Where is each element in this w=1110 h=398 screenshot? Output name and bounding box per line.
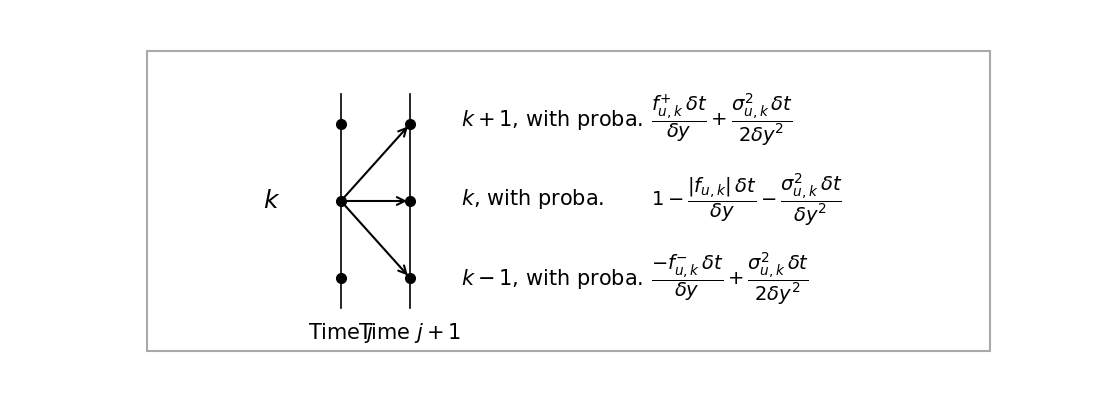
Text: $k-1$, with proba.: $k-1$, with proba. [462, 267, 644, 291]
Text: $1-\dfrac{|f_{u,k}|\,\delta t}{\delta y}-\dfrac{\sigma_{u,k}^{2}\,\delta t}{\del: $1-\dfrac{|f_{u,k}|\,\delta t}{\delta y}… [650, 171, 842, 228]
Text: Time $j+1$: Time $j+1$ [359, 321, 462, 345]
Text: $k$, with proba.: $k$, with proba. [462, 187, 605, 211]
Text: $\dfrac{f_{u,k}^{+}\,\delta t}{\delta y}+\dfrac{\sigma_{u,k}^{2}\,\delta t}{2\de: $\dfrac{f_{u,k}^{+}\,\delta t}{\delta y}… [650, 92, 793, 148]
Text: Time $j$: Time $j$ [307, 321, 374, 345]
Text: $k$: $k$ [263, 189, 281, 213]
FancyBboxPatch shape [148, 51, 990, 351]
Text: $\dfrac{-f_{u,k}^{-}\,\delta t}{\delta y}+\dfrac{\sigma_{u,k}^{2}\,\delta t}{2\d: $\dfrac{-f_{u,k}^{-}\,\delta t}{\delta y… [650, 251, 809, 307]
Text: $k+1$, with proba.: $k+1$, with proba. [462, 108, 644, 132]
